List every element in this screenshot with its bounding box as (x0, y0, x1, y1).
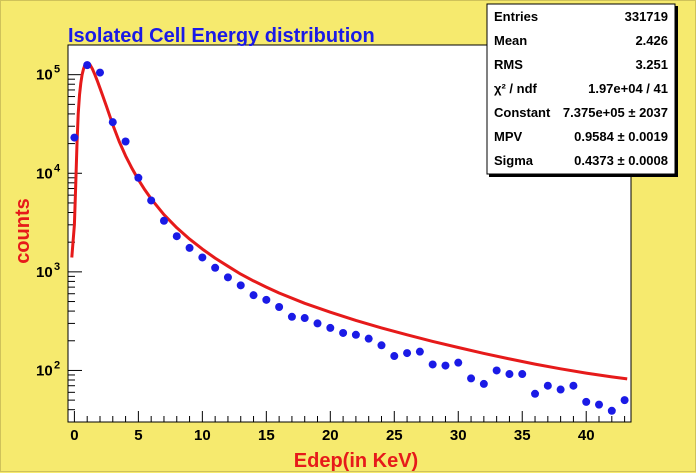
data-point (595, 400, 604, 409)
stats-label: χ² / ndf (494, 81, 538, 96)
data-point (364, 334, 373, 343)
x-tick-label: 25 (386, 427, 403, 444)
data-point (441, 361, 450, 370)
data-point (467, 374, 476, 383)
data-point (543, 381, 552, 390)
stats-value: 0.9584 ± 0.0019 (574, 129, 668, 144)
data-point (454, 358, 463, 367)
data-point (403, 349, 412, 358)
data-point (531, 389, 540, 398)
data-point (185, 243, 194, 252)
y-tick-exponent: 5 (54, 64, 60, 76)
stats-label: Entries (494, 9, 538, 24)
data-point (121, 137, 130, 146)
data-point (339, 328, 348, 337)
data-point (249, 291, 258, 300)
data-point (479, 379, 488, 388)
data-point (377, 341, 386, 350)
data-point (198, 253, 207, 262)
data-point (556, 385, 565, 394)
stats-label: RMS (494, 57, 523, 72)
points-layer (70, 61, 629, 415)
data-point (83, 61, 92, 70)
data-point (492, 366, 501, 375)
stats-value: 3.251 (635, 57, 668, 72)
data-point (95, 68, 104, 77)
data-point (390, 352, 399, 361)
data-point (262, 295, 271, 304)
x-tick-label: 40 (578, 427, 595, 444)
data-point (236, 281, 245, 290)
stats-value: 0.4373 ± 0.0008 (574, 153, 668, 168)
data-point (518, 370, 527, 379)
x-axis: 0 5 10 15 20 25 30 35 40 (70, 411, 626, 444)
stats-label: Constant (494, 105, 551, 120)
stats-box-frame (486, 3, 676, 175)
data-point (620, 396, 629, 405)
stats-value: 7.375e+05 ± 2037 (563, 105, 668, 120)
data-point (428, 360, 437, 369)
data-point (275, 303, 284, 312)
stats-label: MPV (494, 129, 523, 144)
x-tick-label: 10 (194, 427, 211, 444)
y-tick-label: 10 (36, 264, 53, 281)
data-point (211, 263, 220, 272)
y-tick-exponent: 2 (54, 359, 60, 371)
data-point (351, 330, 360, 339)
stats-value: 2.426 (635, 33, 668, 48)
y-tick-exponent: 4 (54, 162, 61, 174)
x-tick-label: 15 (258, 427, 275, 444)
fit-curve (70, 61, 628, 381)
x-tick-label: 30 (450, 427, 467, 444)
data-point (159, 216, 168, 225)
stats-label: Sigma (494, 153, 534, 168)
x-tick-label: 35 (514, 427, 531, 444)
data-point (108, 118, 117, 127)
y-tick-label: 10 (36, 67, 53, 84)
stats-label: Mean (494, 33, 527, 48)
fit-layer (70, 61, 628, 381)
x-tick-label: 0 (70, 427, 78, 444)
stats-value: 1.97e+04 / 41 (588, 81, 668, 96)
data-point (300, 314, 309, 323)
y-tick-label: 10 (36, 165, 53, 182)
data-point (134, 173, 143, 182)
data-point (70, 133, 79, 142)
data-point (582, 397, 591, 406)
x-tick-label: 20 (322, 427, 339, 444)
data-point (313, 319, 322, 328)
chart-title: Isolated Cell Energy distribution (68, 25, 375, 47)
stats-box-shadow-bottom (489, 174, 678, 177)
data-point (505, 370, 514, 379)
data-point (415, 347, 424, 356)
data-point (326, 323, 335, 332)
stats-box: Entries 331719 Mean 2.426 RMS 3.251 χ² / ndf 1.… (486, 3, 678, 177)
y-tick-exponent: 3 (54, 261, 60, 273)
data-point (607, 406, 616, 415)
stats-value: 331719 (625, 9, 668, 24)
x-tick-label: 5 (134, 427, 142, 444)
y-axis-title: counts (12, 198, 34, 264)
data-point (223, 273, 232, 282)
data-point (147, 196, 156, 205)
data-point (569, 381, 578, 390)
data-point (287, 312, 296, 321)
data-point (172, 232, 181, 241)
x-axis-title: Edep(in KeV) (294, 450, 418, 472)
stats-box-shadow (675, 6, 678, 176)
y-tick-label: 10 (36, 362, 53, 379)
